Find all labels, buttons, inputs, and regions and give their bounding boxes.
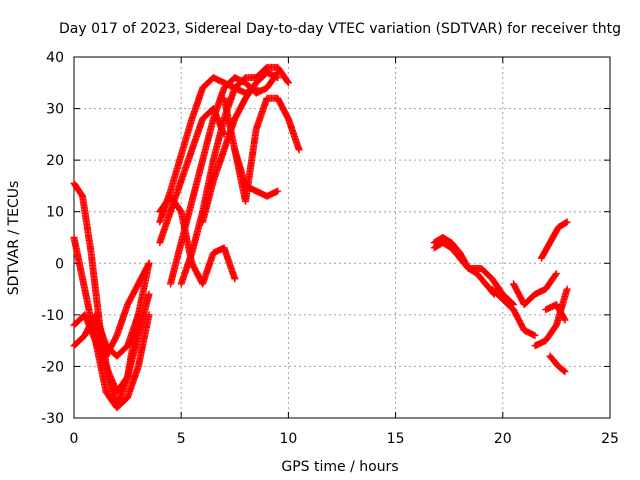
- data-point: [561, 368, 569, 376]
- x-tick-label: 10: [279, 431, 297, 447]
- y-tick-label: -30: [41, 411, 64, 427]
- y-tick-label: 30: [46, 102, 64, 118]
- data-point: [563, 285, 571, 293]
- y-tick-label: -20: [41, 359, 64, 375]
- y-tick-label: 0: [55, 256, 64, 272]
- data-point: [295, 146, 303, 154]
- x-tick-label: 15: [387, 431, 405, 447]
- series-arc-22: [542, 301, 569, 324]
- x-axis-label: GPS time / hours: [281, 459, 398, 475]
- series-arc-13: [231, 94, 303, 205]
- data-point: [531, 331, 539, 339]
- series-arc-16: [467, 264, 518, 309]
- data-point: [284, 79, 292, 87]
- data-point: [284, 77, 292, 85]
- data-point: [145, 290, 153, 298]
- y-axis: -30 -20 -10 0 10 20 30 40: [41, 50, 610, 427]
- data-point: [560, 367, 568, 375]
- y-tick-label: 40: [46, 50, 64, 66]
- y-tick-label: -10: [41, 308, 64, 324]
- data-point: [552, 270, 560, 278]
- x-tick-label: 25: [601, 431, 619, 447]
- data-point: [562, 219, 570, 227]
- series-arc-20: [537, 218, 571, 262]
- y-axis-label: SDTVAR / TECUs: [6, 181, 22, 296]
- data-point: [145, 311, 153, 319]
- data-point: [144, 261, 152, 269]
- series-arc-18: [510, 270, 560, 309]
- data-point: [552, 271, 560, 279]
- data-point: [274, 187, 282, 195]
- data-point: [145, 259, 153, 267]
- series-arc-5: [91, 259, 153, 360]
- data-point: [134, 311, 142, 319]
- data-point: [560, 315, 568, 323]
- series-arc-17: [488, 285, 539, 339]
- x-tick-label: 0: [70, 431, 79, 447]
- x-axis: 0 5 10 15 20 25: [70, 57, 619, 447]
- x-tick-label: 20: [494, 431, 512, 447]
- y-tick-label: 20: [46, 153, 64, 169]
- data-points: [70, 63, 571, 412]
- chart-title: Day 017 of 2023, Sidereal Day-to-day VTE…: [59, 21, 621, 37]
- data-point: [563, 218, 571, 226]
- series-arc-21: [546, 352, 569, 376]
- data-point: [561, 316, 569, 324]
- x-tick-label: 5: [177, 431, 186, 447]
- y-tick-label: 10: [46, 205, 64, 221]
- data-point: [274, 74, 282, 82]
- data-point: [231, 275, 239, 283]
